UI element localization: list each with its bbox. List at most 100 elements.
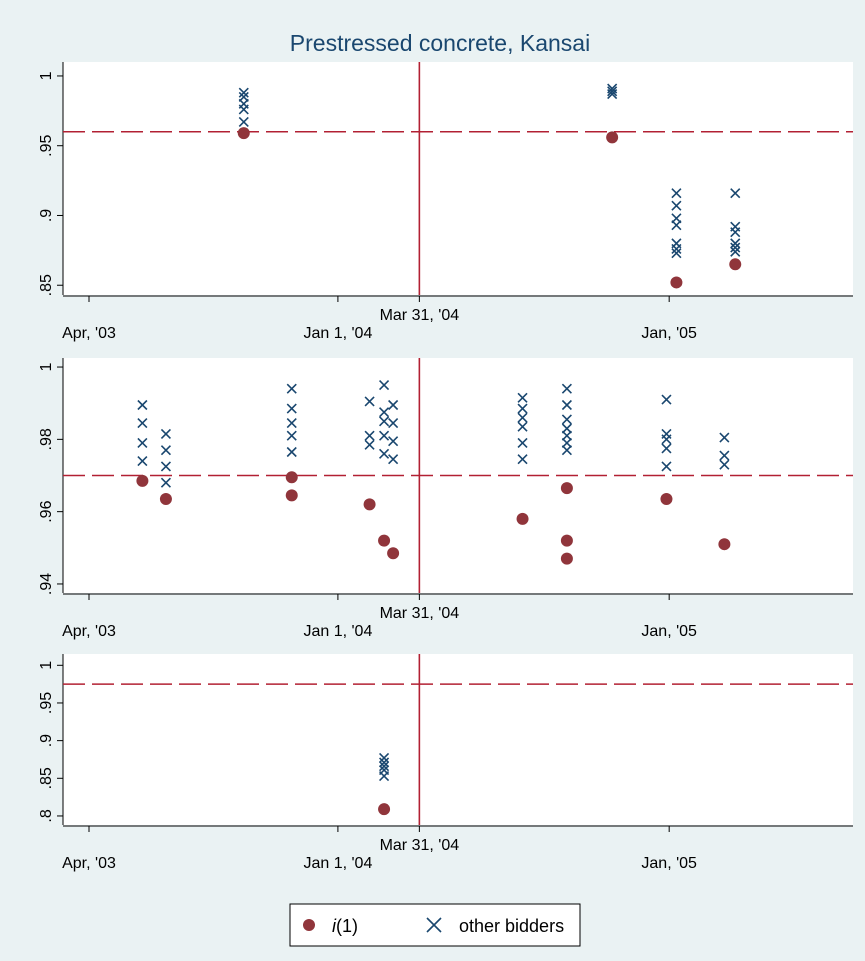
other-bidder-point [379,380,390,391]
chart-panels: .85 .9 .95 1 Apr, '03 Jan 1, '04 Jan, '05 Mar 3… [38,62,853,872]
other-bidder-point [388,436,399,447]
other-bidder-point [561,445,572,456]
other-bidder-point [160,445,171,456]
other-bidder-point [238,87,249,98]
other-bidder-point [517,437,528,449]
other-bidder-point [238,104,249,115]
i1-point [285,471,298,484]
chart-title: Prestressed concrete, Kansai [290,30,590,56]
other-bidder-point [388,418,399,429]
y-tick-label: .94 [38,573,55,595]
legend-other-marker [426,917,442,933]
other-bidder-point [719,459,730,470]
i1-point [159,493,172,505]
legend-i1-marker [303,919,315,931]
other-bidder-point [671,220,682,231]
i1-point [387,547,400,560]
i1-point [560,552,573,565]
other-bidder-point [364,439,375,450]
other-bidder-point [286,383,297,394]
other-bidder-point [517,421,528,432]
other-bidder-point [388,454,399,465]
other-bidder-point [238,116,249,128]
other-bidder-point [517,392,528,403]
other-bidder-point [730,246,741,257]
other-bidder-point [730,227,741,238]
other-bidder-point [517,454,528,465]
other-bidder-point [661,461,672,472]
i1-point [237,127,250,140]
i1-point [660,493,673,505]
other-bidder-point [671,188,682,199]
y-tick-label: .96 [38,500,55,522]
panel-2: .94 .96 .98 1 Apr, '03 Jan 1, '04 Jan, '05 Mar … [38,358,853,640]
y-tick-label: 1 [38,362,55,371]
x-tick-label: Apr, '03 [62,623,116,640]
x-tick-label: Jan 1, '04 [303,325,372,342]
x-tick-label: Apr, '03 [62,325,116,342]
vline-label: Mar 31, '04 [380,605,460,622]
i1-point [136,474,149,487]
other-bidder-point [661,443,672,454]
other-bidder-point [671,200,682,211]
legend: i(1) other bidders [289,903,581,947]
y-tick-label: .9 [38,734,55,747]
other-bidder-point [561,414,572,425]
other-bidder-point [379,761,390,772]
i1-point [516,512,529,525]
other-bidder-point [379,757,390,768]
other-bidder-point [286,418,297,429]
y-tick-label: .8 [38,809,55,822]
plot-area [63,654,853,825]
panel-1: .85 .9 .95 1 Apr, '03 Jan 1, '04 Jan, '05 Mar 3… [38,62,853,342]
other-bidder-point [671,243,682,255]
x-tick-label: Jan, '05 [641,623,697,640]
other-bidder-point [160,461,171,472]
y-tick-label: 1 [38,71,55,80]
i1-point [378,803,391,816]
other-bidder-point [137,437,148,449]
other-bidder-point [730,238,741,249]
other-bidder-point [607,86,618,97]
other-bidder-point [137,399,148,411]
i1-point [718,538,731,551]
other-bidder-point [661,394,672,405]
other-bidder-point [137,418,148,429]
other-bidder-point [364,396,375,407]
other-bidder-point [379,752,390,764]
other-bidder-point [379,770,390,782]
y-tick-label: .85 [38,767,55,789]
other-bidder-point [561,423,572,434]
other-bidder-point [719,450,730,461]
other-bidder-point [561,430,572,441]
x-tick-label: Apr, '03 [62,855,116,872]
other-bidder-point [661,434,672,445]
other-bidder-point [379,416,390,427]
x-tick-label: Jan 1, '04 [303,623,372,640]
other-bidder-point [286,430,297,441]
i1-point [378,534,391,547]
legend-i1-label-text: i(1) [332,916,358,936]
i1-point [560,534,573,547]
i1-point [729,258,742,271]
other-bidder-point [517,412,528,423]
other-bidder-point [379,407,390,418]
i1-point [606,131,619,144]
y-tick-label: .95 [38,134,55,156]
other-bidder-point [379,430,390,441]
other-bidder-point [137,455,148,467]
legend-other-label: other bidders [459,916,564,936]
plot-area [63,62,853,295]
other-bidder-point [364,430,375,441]
other-bidder-point [388,399,399,411]
other-bidder-point [160,477,171,488]
y-tick-label: .85 [38,274,55,296]
other-bidder-point [730,242,741,253]
other-bidder-point [561,437,572,449]
y-tick-label: .98 [38,428,55,450]
legend-i1-label: i(1) [332,916,358,936]
i1-point [363,498,376,511]
y-tick-label: 1 [38,661,55,670]
other-bidder-point [286,403,297,414]
